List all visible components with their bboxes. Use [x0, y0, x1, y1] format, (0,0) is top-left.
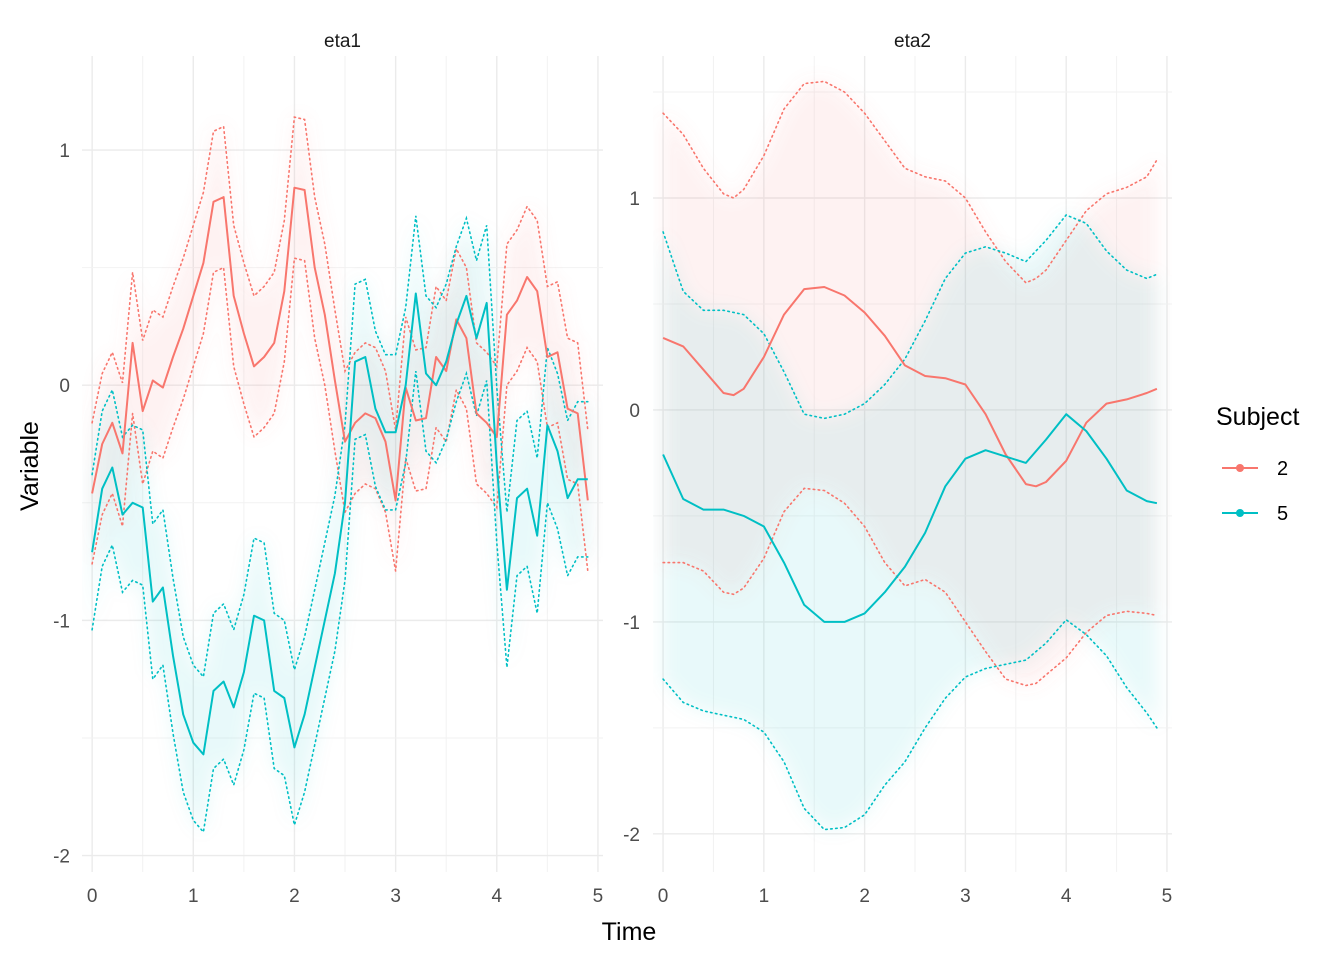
legend-item-5: 5: [1222, 503, 1288, 525]
x-axis-title: Time: [602, 918, 657, 946]
panel-title: eta1: [324, 31, 361, 52]
upper-bound-subject-5: [662, 214, 1158, 420]
panel-eta2: eta2 0 1 2 3 4 5 -2 -1 0 1: [623, 31, 1172, 907]
series-line-subject-2: [662, 286, 1158, 488]
x-tick-label: 5: [1162, 886, 1173, 907]
legend-title: Subject: [1216, 403, 1299, 431]
panel-title: eta2: [894, 31, 931, 52]
x-tick-label: 1: [188, 886, 199, 907]
y-tick-label: -1: [623, 613, 640, 634]
lower-bound-subject-2: [662, 487, 1158, 687]
y-tick-label: 0: [629, 401, 640, 422]
y-tick-label: 1: [629, 189, 640, 210]
upper-bound-subject-2: [662, 80, 1158, 284]
lower-bound-subject-5: [662, 618, 1158, 831]
legend: Subject 25: [1216, 403, 1299, 525]
ribbons: [663, 81, 1157, 830]
y-tick-label: -2: [623, 825, 640, 846]
x-tick-label: 3: [960, 886, 971, 907]
x-tick-label: 4: [1061, 886, 1072, 907]
ribbon-subject-5: [663, 215, 1157, 830]
bounds: [662, 80, 1158, 831]
legend-items: 25: [1222, 458, 1288, 525]
x-tick-label: 2: [289, 886, 300, 907]
ribbon-subject-2: [92, 117, 588, 571]
series-lines: [91, 186, 589, 756]
x-tick-label: 5: [593, 886, 604, 907]
series-line-subject-5: [91, 292, 588, 756]
panel-eta1: eta1 0 1 2 3 4 5 -2 -1 0 1: [53, 31, 603, 907]
y-tick-label: -1: [53, 611, 70, 632]
x-tick-label: 4: [491, 886, 502, 907]
x-tick-label: 0: [87, 886, 98, 907]
y-tick-label: 0: [59, 376, 70, 397]
upper-bound-subject-2: [91, 116, 589, 431]
panels: eta1 0 1 2 3 4 5 -2 -1 0 1 eta2 0 1 2 3 4 5 -2 -1 0 1: [53, 31, 1172, 907]
x-tick-label: 1: [759, 886, 770, 907]
lower-bound-subject-2: [91, 257, 589, 572]
y-axis-title: Variable: [16, 421, 44, 511]
ribbons: [92, 117, 588, 832]
legend-label: 5: [1277, 503, 1288, 525]
y-tick-label: -2: [53, 847, 70, 868]
ribbon-subject-5: [92, 215, 588, 832]
bounds: [91, 116, 589, 834]
legend-key-point: [1236, 464, 1244, 472]
series-lines: [662, 286, 1158, 623]
series-line-subject-5: [662, 413, 1158, 623]
x-tick-label: 2: [859, 886, 870, 907]
legend-item-2: 2: [1222, 458, 1288, 480]
y-tick-label: 1: [59, 141, 70, 162]
x-tick-label: 0: [658, 886, 669, 907]
series-line-subject-2: [91, 186, 589, 502]
legend-key-point: [1236, 509, 1244, 517]
legend-label: 2: [1277, 458, 1288, 480]
x-tick-label: 3: [390, 886, 401, 907]
